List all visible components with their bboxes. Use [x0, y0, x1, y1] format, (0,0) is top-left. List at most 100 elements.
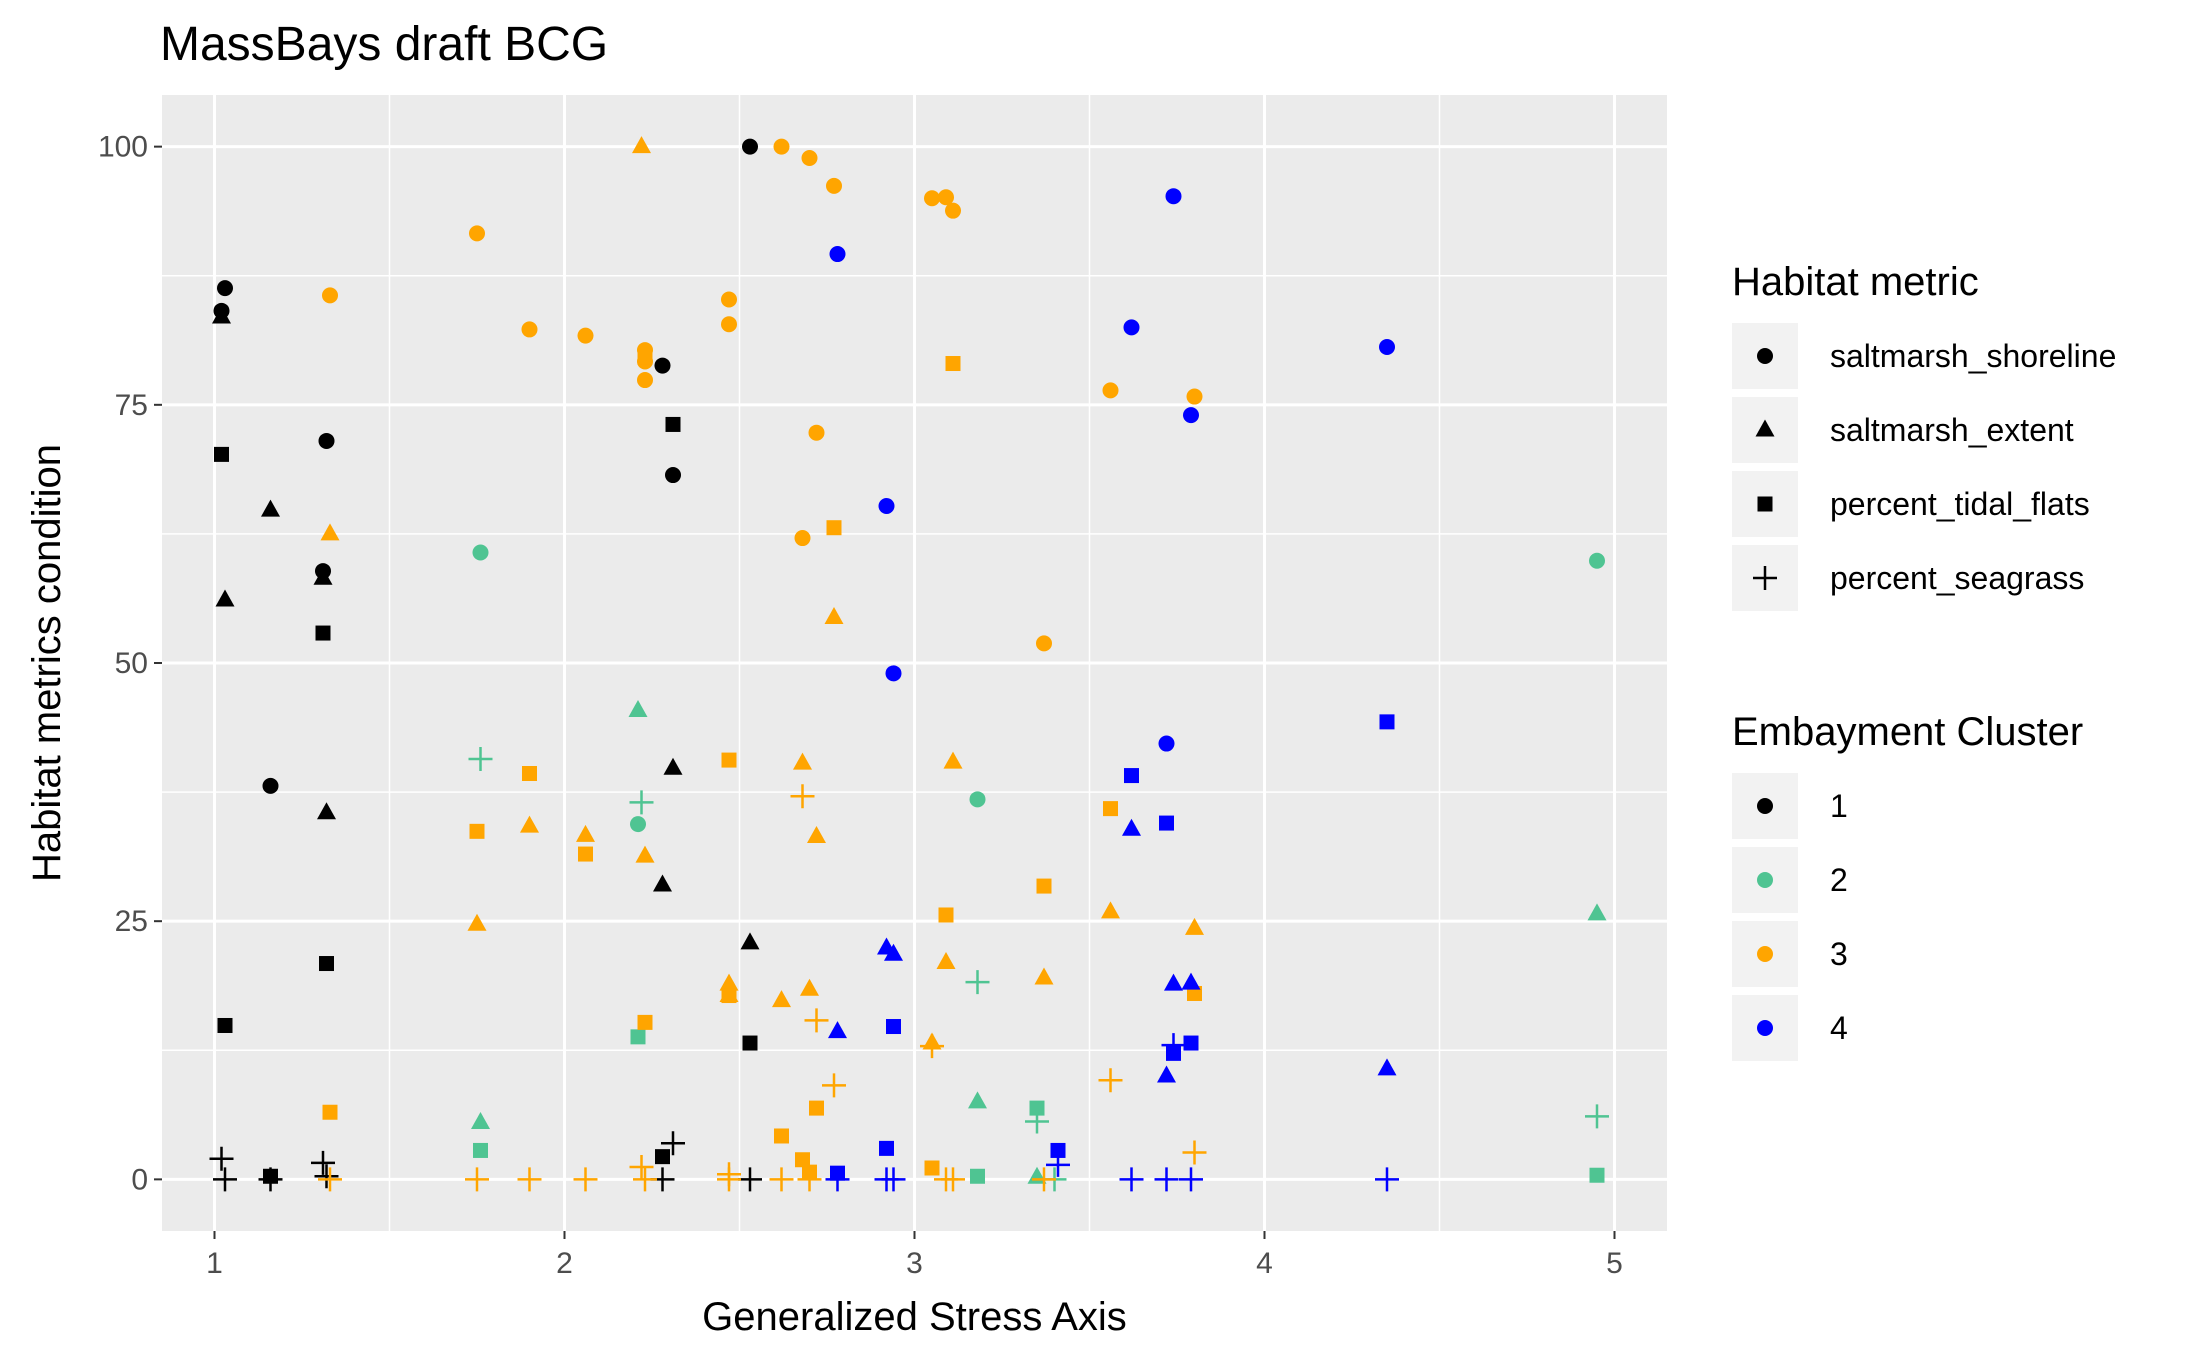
- data-points: [209, 136, 1609, 1192]
- data-point: [629, 1154, 654, 1179]
- legend-key-color: [1757, 798, 1773, 814]
- y-axis-ticks: 0 25 50 75 100: [98, 131, 162, 1196]
- legend-key-color: [1757, 1020, 1773, 1036]
- data-point: [468, 747, 493, 772]
- data-point: [943, 751, 963, 769]
- legend-key-triangle: [1755, 419, 1775, 437]
- data-point: [517, 1167, 542, 1192]
- data-point: [1377, 1058, 1397, 1076]
- data-point: [1029, 1100, 1045, 1116]
- data-point: [637, 372, 653, 389]
- data-point: [742, 138, 758, 155]
- data-point: [801, 149, 818, 166]
- data-point: [654, 357, 671, 374]
- data-point: [938, 189, 954, 206]
- data-point: [1379, 714, 1395, 730]
- data-point: [469, 823, 485, 839]
- data-point: [1025, 1109, 1049, 1134]
- data-point: [936, 951, 956, 969]
- data-point: [578, 846, 593, 862]
- data-point: [665, 467, 681, 484]
- data-point: [879, 1140, 894, 1156]
- data-point: [1587, 903, 1607, 921]
- data-point: [1185, 917, 1204, 935]
- legend-label: 2: [1830, 862, 1848, 898]
- data-point: [808, 424, 825, 441]
- data-point: [1159, 815, 1174, 831]
- legend-label: 3: [1830, 936, 1848, 972]
- data-point: [924, 1160, 940, 1176]
- data-point: [322, 287, 338, 304]
- data-point: [655, 1149, 670, 1165]
- data-point: [945, 356, 961, 372]
- data-point: [809, 1100, 824, 1116]
- data-point: [637, 349, 653, 365]
- data-point: [1034, 967, 1054, 985]
- data-point: [1164, 973, 1183, 991]
- data-point: [1186, 388, 1203, 405]
- data-point: [825, 1167, 850, 1192]
- color-legend: Embayment Cluster 1 2 3 4: [1732, 710, 2083, 1061]
- data-point: [795, 1152, 810, 1168]
- y-axis-title: Habitat metrics condition: [25, 444, 69, 882]
- data-point: [313, 567, 333, 585]
- data-point: [653, 874, 672, 892]
- data-point: [522, 766, 537, 782]
- data-point: [773, 138, 790, 155]
- data-point: [945, 202, 961, 219]
- data-point: [311, 1150, 335, 1175]
- data-point: [318, 1167, 342, 1192]
- x-tick-label: 2: [556, 1247, 573, 1280]
- data-point: [213, 1167, 237, 1192]
- data-point: [1102, 382, 1119, 399]
- data-point: [804, 1008, 829, 1033]
- data-point: [217, 1017, 233, 1033]
- data-point: [262, 777, 279, 794]
- data-point: [261, 499, 280, 517]
- data-point: [1161, 1033, 1186, 1058]
- x-tick-label: 3: [906, 1247, 923, 1280]
- data-point: [970, 1168, 985, 1184]
- data-point: [1179, 1167, 1203, 1192]
- data-point: [632, 136, 651, 154]
- data-point: [769, 1167, 794, 1192]
- data-point: [881, 1167, 906, 1192]
- data-point: [1589, 1167, 1605, 1183]
- data-point: [1036, 635, 1052, 652]
- data-point: [1119, 1167, 1144, 1192]
- data-point: [941, 1167, 965, 1192]
- data-point: [807, 825, 826, 843]
- data-point: [1046, 1152, 1070, 1177]
- y-tick-label: 50: [115, 647, 148, 680]
- data-point: [628, 699, 648, 717]
- data-point: [719, 973, 739, 991]
- data-point: [1158, 735, 1175, 752]
- data-point: [740, 932, 760, 950]
- data-point: [822, 1073, 846, 1098]
- data-point: [630, 1029, 646, 1045]
- data-point: [968, 1091, 987, 1109]
- data-point: [573, 1167, 598, 1192]
- data-point: [885, 665, 902, 682]
- data-point: [824, 607, 844, 625]
- chart-title: MassBays draft BCG: [160, 18, 608, 71]
- data-point: [797, 1167, 822, 1192]
- data-point: [721, 988, 737, 1004]
- x-axis-title: Generalized Stress Axis: [702, 1295, 1127, 1339]
- x-tick-label: 5: [1606, 1247, 1623, 1280]
- data-point: [1187, 985, 1202, 1001]
- legend-key-color: [1757, 872, 1773, 888]
- data-point: [1124, 768, 1139, 784]
- data-point: [317, 802, 336, 820]
- data-point: [521, 321, 538, 338]
- data-point: [1589, 552, 1605, 569]
- data-point: [467, 913, 487, 931]
- data-point: [315, 625, 331, 641]
- data-point: [721, 291, 737, 308]
- data-point: [800, 978, 819, 996]
- data-point: [319, 956, 334, 972]
- data-point: [1182, 1140, 1207, 1165]
- data-point: [886, 1019, 901, 1035]
- data-point: [665, 416, 681, 432]
